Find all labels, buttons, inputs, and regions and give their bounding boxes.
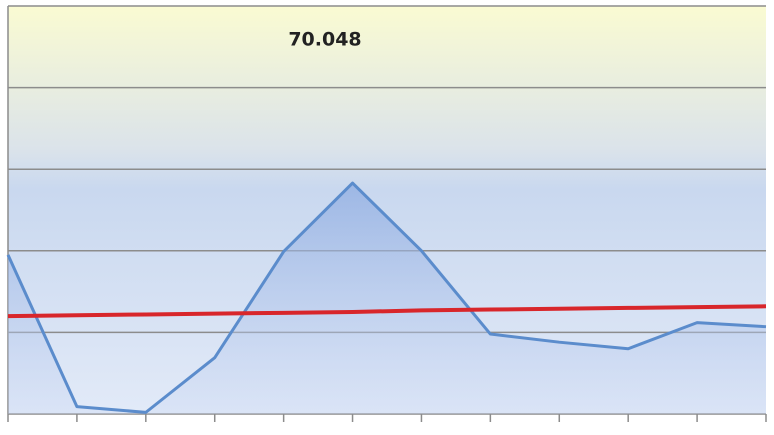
marks [6, 181, 767, 414]
trend-line [7, 304, 767, 319]
annotation: 70.048 [288, 29, 361, 51]
line [6, 181, 767, 414]
area [8, 183, 766, 414]
